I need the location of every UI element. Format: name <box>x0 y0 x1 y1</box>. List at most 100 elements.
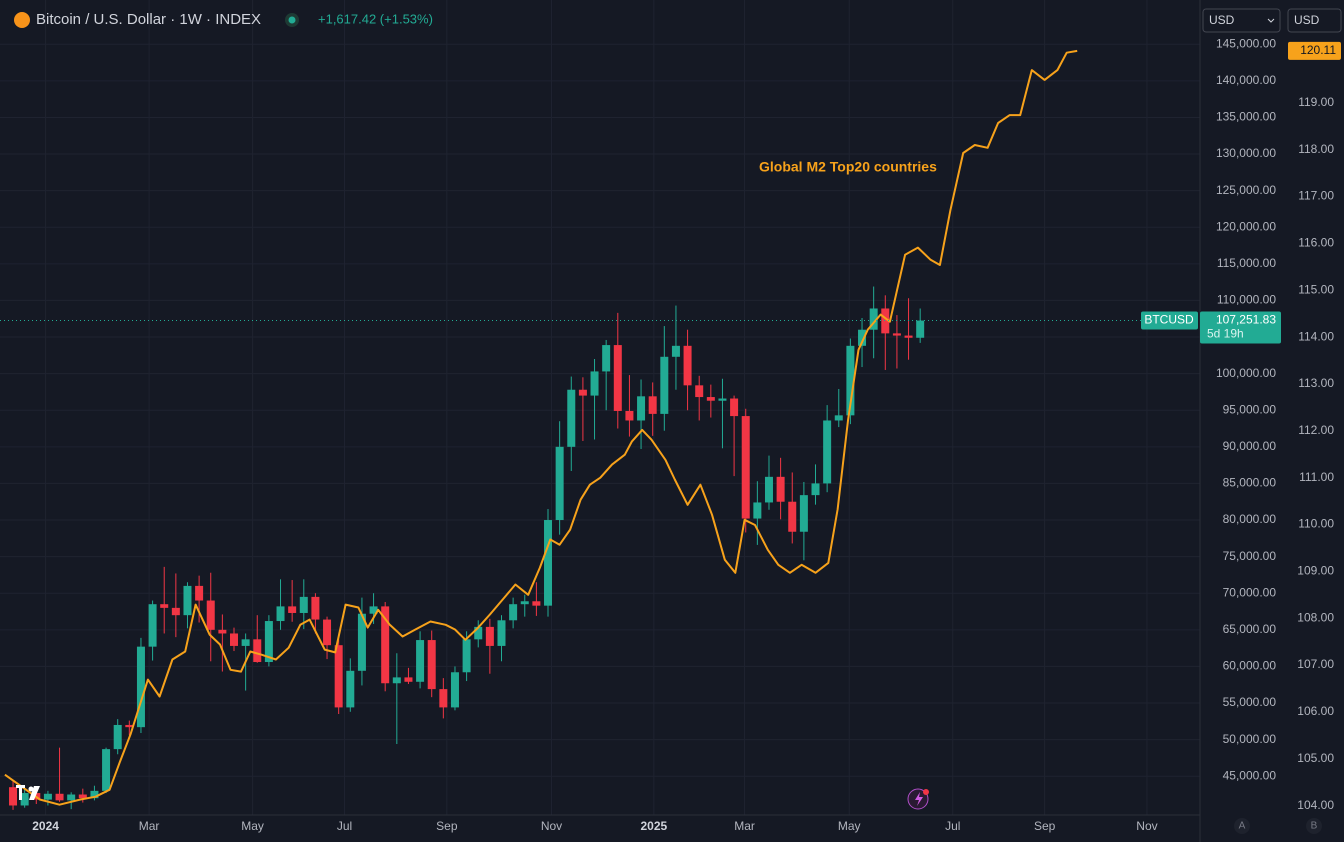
candle-body <box>102 749 111 791</box>
candle-body <box>799 495 808 532</box>
candle-body <box>741 416 750 519</box>
x-tick-label: Mar <box>139 819 160 833</box>
y2-tick-label: 105.00 <box>1297 751 1334 765</box>
currency-button[interactable] <box>1287 8 1342 33</box>
y-tick-label: 130,000.00 <box>1216 146 1276 160</box>
y2-tick-label: 110.00 <box>1298 517 1334 531</box>
candle-body <box>171 607 180 616</box>
y-tick-label: 145,000.00 <box>1216 36 1276 50</box>
candle-body <box>334 645 343 708</box>
currency-select[interactable] <box>1202 8 1281 33</box>
candle-body <box>43 793 52 800</box>
candle-body <box>509 604 518 621</box>
candle-body <box>136 646 145 728</box>
candle-body <box>450 672 459 708</box>
y-tick-label: 140,000.00 <box>1216 73 1276 87</box>
candle-body <box>590 371 599 396</box>
candle-body <box>474 626 483 640</box>
symbol-label: BTCUSD <box>1144 313 1194 327</box>
y-tick-label: 50,000.00 <box>1223 732 1277 746</box>
y-tick-label: 75,000.00 <box>1223 549 1277 563</box>
candle-body <box>892 333 901 336</box>
candle-body <box>9 787 18 806</box>
candle-body <box>613 345 622 411</box>
currency-button-label: USD <box>1294 13 1320 27</box>
y-tick-label: 90,000.00 <box>1223 439 1277 453</box>
series-annotation: Global M2 Top20 countries <box>759 159 937 175</box>
x-tick-label: Nov <box>1136 819 1157 833</box>
candle-body <box>276 606 285 622</box>
price-label: 107,251.83 <box>1216 313 1276 327</box>
countdown-label: 5d 19h <box>1207 327 1244 341</box>
candle-body <box>311 596 320 620</box>
candle-body <box>555 446 564 521</box>
candle-body <box>229 633 238 646</box>
candle-body <box>776 476 785 502</box>
y-tick-label: 110,000.00 <box>1217 293 1276 307</box>
candle-body <box>462 639 471 673</box>
candle-body <box>253 639 262 663</box>
candle-body <box>381 606 390 684</box>
candle-body <box>671 345 680 357</box>
y2-tick-label: 108.00 <box>1297 610 1334 624</box>
candle-body <box>788 501 797 532</box>
y-tick-label: 135,000.00 <box>1216 110 1276 124</box>
x-tick-label: Mar <box>734 819 755 833</box>
candle-body <box>439 689 448 708</box>
candle-body <box>206 600 215 630</box>
y2-tick-label: 111.00 <box>1299 470 1334 484</box>
y-tick-label: 100,000.00 <box>1216 366 1276 380</box>
candle-body <box>288 606 297 613</box>
button-a[interactable] <box>1234 818 1250 834</box>
candle-body <box>195 585 204 601</box>
candle-body <box>404 677 413 682</box>
button-b[interactable] <box>1306 818 1322 834</box>
button-b-label: B <box>1311 821 1318 832</box>
candle-body <box>602 345 611 372</box>
candle-body <box>834 415 843 421</box>
candle-body <box>846 345 855 416</box>
status-dot <box>288 16 296 24</box>
y-tick-label: 55,000.00 <box>1223 695 1277 709</box>
candle-body <box>148 604 157 647</box>
candle-body <box>904 335 913 338</box>
y2-tick-label: 104.00 <box>1297 798 1334 812</box>
candle-body <box>660 356 669 414</box>
candle-body <box>544 520 553 606</box>
candle-body <box>497 620 506 646</box>
candle-body <box>718 398 727 401</box>
candle-body <box>811 483 820 496</box>
y-tick-label: 45,000.00 <box>1223 768 1277 782</box>
candle-body <box>532 601 541 606</box>
plot <box>4 49 1078 810</box>
candle-body <box>706 397 715 401</box>
candle-body <box>323 619 332 646</box>
y2-tick-label: 115.00 <box>1298 282 1334 296</box>
button-a-label: A <box>1239 821 1246 832</box>
x-tick-label: Nov <box>541 819 562 833</box>
candle-body <box>869 308 878 330</box>
x-tick-label: Sep <box>1034 819 1056 833</box>
candle-body <box>78 794 87 799</box>
candle-body <box>183 585 192 616</box>
y-tick-label: 70,000.00 <box>1223 585 1277 599</box>
candle-body <box>218 629 227 634</box>
y-tick-label: 95,000.00 <box>1223 402 1277 416</box>
y-tick-label: 115,000.00 <box>1217 256 1276 270</box>
x-tick-label: 2025 <box>640 819 667 833</box>
candle-body <box>90 790 99 799</box>
candle-body <box>357 613 366 671</box>
candle-body <box>125 724 134 728</box>
candle-body <box>264 621 273 663</box>
candle-body <box>823 420 832 484</box>
x-tick-label: 2024 <box>32 819 59 833</box>
candle-body <box>369 606 378 614</box>
candle-body <box>683 345 692 386</box>
candle-body <box>241 639 250 646</box>
candle-body <box>346 670 355 708</box>
candle-body <box>753 502 762 519</box>
notification-dot <box>923 789 929 795</box>
dropdown-arrow <box>1267 18 1275 23</box>
y2-tick-label: 114.00 <box>1298 329 1334 343</box>
